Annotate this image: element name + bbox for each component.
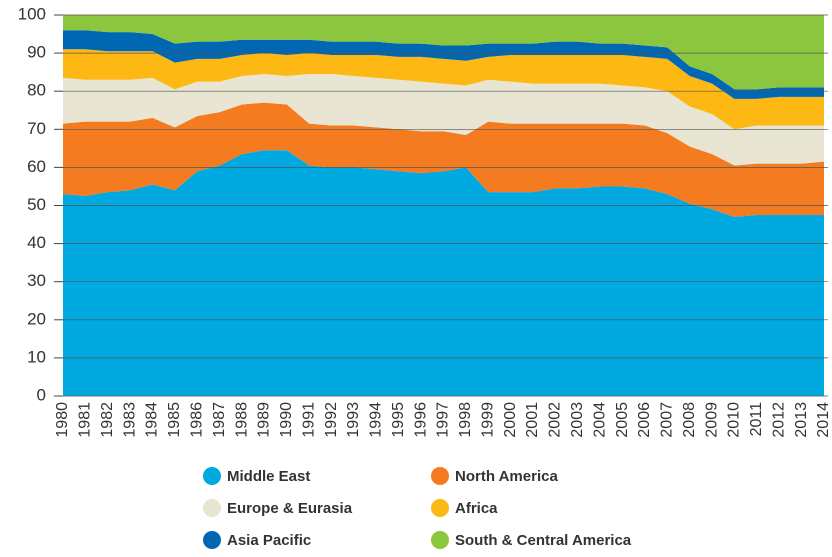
x-tick-label: 1997: [435, 402, 452, 438]
y-tick-label: 100: [18, 4, 46, 23]
y-tick-label: 50: [27, 195, 46, 214]
x-tick-label: 2000: [502, 402, 519, 438]
x-tick-label: 1984: [144, 402, 161, 438]
x-tick-label: 2013: [793, 402, 810, 438]
y-tick-label: 90: [27, 43, 46, 62]
legend-swatch: [431, 467, 449, 485]
x-tick-label: 1990: [278, 402, 295, 438]
legend-swatch: [203, 467, 221, 485]
x-tick-label: 1986: [189, 402, 206, 438]
x-tick-label: 1994: [368, 402, 385, 438]
x-tick-label: 2005: [614, 402, 631, 438]
x-tick-label: 1999: [479, 402, 496, 438]
legend-label: Middle East: [227, 468, 310, 485]
y-tick-label: 60: [27, 157, 46, 176]
x-tick-label: 2004: [591, 402, 608, 438]
legend-swatch: [431, 531, 449, 549]
area: [63, 150, 824, 396]
x-tick-label: 2012: [770, 402, 787, 438]
x-tick-label: 1995: [390, 402, 407, 438]
area: [63, 15, 824, 90]
y-tick-label: 0: [37, 385, 46, 404]
legend-label: Europe & Eurasia: [227, 500, 353, 517]
x-tick-label: 2003: [569, 402, 586, 438]
x-tick-label: 1982: [99, 402, 116, 438]
x-tick-label: 1993: [345, 402, 362, 438]
x-tick-label: 1998: [457, 402, 474, 438]
x-tick-label: 1983: [121, 402, 138, 438]
y-tick-label: 20: [27, 309, 46, 328]
x-tick-label: 1996: [412, 402, 429, 438]
x-tick-label: 2008: [681, 402, 698, 438]
y-tick-label: 40: [27, 233, 46, 252]
legend-label: Asia Pacific: [227, 532, 311, 549]
area: [63, 102, 824, 217]
x-tick-label: 2009: [703, 402, 720, 438]
x-tick-label: 1987: [211, 402, 228, 438]
area: [63, 30, 824, 99]
x-tick-label: 1985: [166, 402, 183, 438]
area: [63, 74, 824, 166]
x-tick-label: 2011: [748, 402, 765, 437]
legend-swatch: [203, 499, 221, 517]
legend-label: Africa: [455, 500, 498, 517]
x-tick-label: 1991: [300, 402, 317, 438]
x-tick-label: 2001: [524, 402, 541, 438]
x-tick-label: 1992: [323, 402, 340, 438]
x-tick-label: 2014: [815, 402, 832, 438]
y-tick-label: 10: [27, 347, 46, 366]
legend-label: South & Central America: [455, 532, 632, 549]
legend-swatch: [431, 499, 449, 517]
legend-swatch: [203, 531, 221, 549]
y-tick-label: 30: [27, 271, 46, 290]
x-tick-label: 1989: [256, 402, 273, 438]
y-tick-label: 80: [27, 81, 46, 100]
legend-label: North America: [455, 468, 558, 485]
x-tick-label: 2006: [636, 402, 653, 438]
area: [63, 49, 824, 130]
x-tick-label: 1988: [233, 402, 250, 438]
x-tick-label: 2007: [659, 402, 676, 438]
x-tick-label: 1981: [77, 402, 94, 438]
y-tick-label: 70: [27, 119, 46, 138]
x-tick-label: 2010: [726, 402, 743, 438]
x-tick-label: 1980: [54, 402, 71, 438]
x-tick-label: 2002: [547, 402, 564, 438]
